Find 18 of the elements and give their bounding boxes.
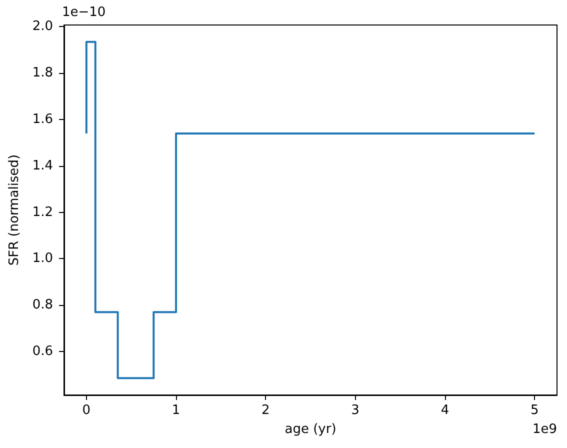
y-tick-label: 1.2	[32, 204, 53, 220]
y-axis-title: SFR (normalised)	[7, 154, 22, 266]
x-tick-label: 3	[351, 403, 360, 418]
y-tick-label: 2.0	[32, 19, 53, 34]
x-axis-title: age (yr)	[284, 422, 336, 437]
y-tick-label: 0.8	[32, 298, 53, 313]
text: 1e−10	[62, 5, 106, 20]
x-tick-label: 0	[82, 403, 91, 418]
y-tick-label: 1.0	[32, 251, 53, 266]
x-tick-label: 1	[172, 403, 180, 418]
y-tick-label: 0.6	[32, 344, 53, 360]
x-tick-label: 4	[440, 403, 450, 418]
y-tick-label: 1.4	[32, 158, 53, 174]
y-tick-label: 1.6	[32, 112, 53, 128]
x-tick-label: 5	[530, 403, 539, 418]
x-tick-label: 2	[262, 403, 270, 418]
text: 1e9	[532, 422, 558, 437]
y-tick-label: 1.8	[32, 66, 53, 81]
